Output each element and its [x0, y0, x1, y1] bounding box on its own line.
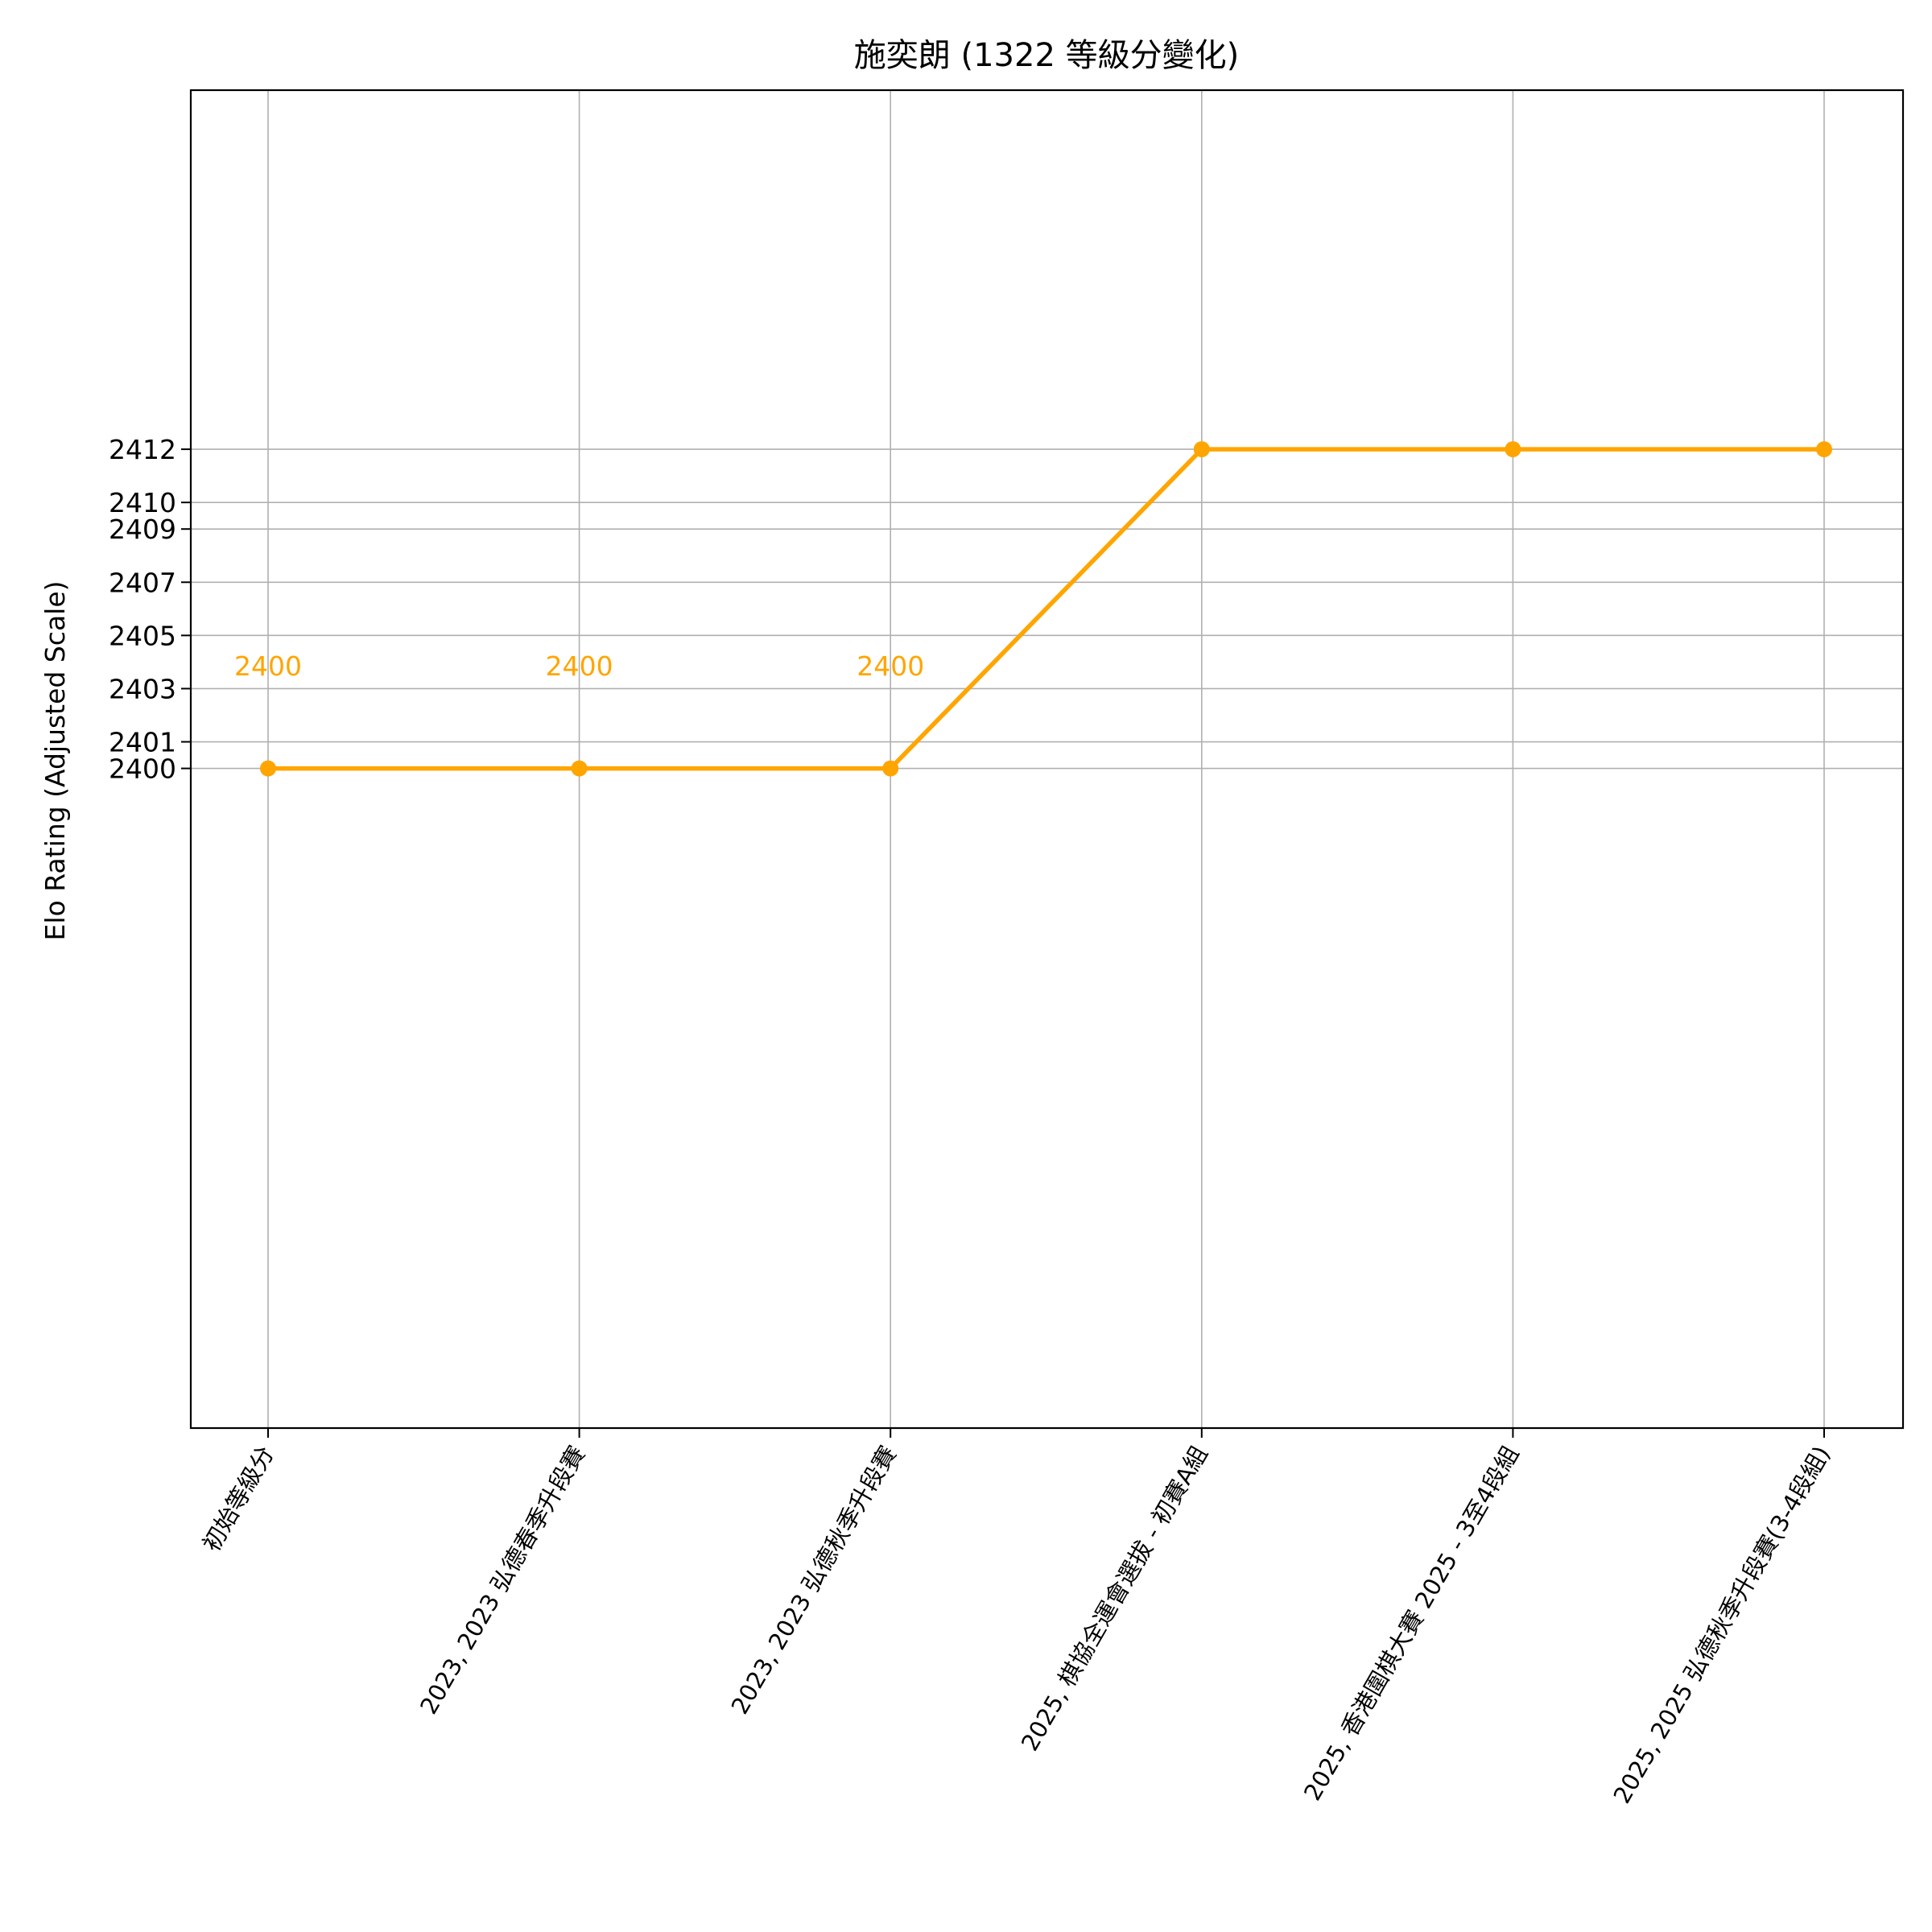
y-tick-label: 2400: [109, 753, 176, 785]
y-tick-label: 2403: [109, 673, 176, 704]
chart-title: 施奕朗 (1322 等級分變化): [854, 37, 1239, 74]
x-gridlines: [267, 90, 1825, 1428]
data-point: [1193, 441, 1210, 458]
data-point: [260, 760, 276, 777]
x-tick-label: 初始等級分: [197, 1442, 279, 1557]
data-label: 2400: [546, 650, 613, 682]
data-labels: 240024002400241224122412: [234, 650, 924, 682]
data-label: 2400: [857, 650, 924, 682]
plot-frame: [189, 89, 1905, 1430]
y-tick-label: 2412: [109, 434, 176, 465]
x-tick-label: 2023, 2023 弘德春季升段賽: [415, 1442, 591, 1719]
series-elo: [260, 441, 1832, 777]
y-axis-label: Elo Rating (Adjusted Scale): [39, 580, 71, 940]
data-label: 2400: [234, 650, 302, 682]
x-tick-label: 2025, 2025 弘德秋季升段賽(3-4段組): [1608, 1442, 1835, 1808]
y-tick-label: 2401: [109, 727, 176, 758]
x-tick-label: 2023, 2023 弘德秋季升段賽: [726, 1442, 902, 1719]
data-point: [1505, 441, 1521, 458]
data-point: [1816, 441, 1832, 458]
x-axis-ticks: 初始等級分 2023, 2023 弘德春季升段賽 2023, 2023 弘德秋季升段…: [197, 1428, 1835, 1808]
y-tick-label: 2405: [109, 620, 176, 651]
data-point: [571, 760, 588, 777]
y-tick-label: 2410: [109, 487, 176, 518]
y-tick-label: 2409: [109, 514, 176, 545]
series-line: [266, 447, 1827, 771]
data-point: [882, 760, 899, 777]
y-tick-label: 2407: [109, 567, 176, 598]
x-tick-label: 2025, 棋協全運會選拔 - 初賽A組: [1016, 1442, 1213, 1756]
x-tick-label: 2025, 香港圍棋大賽 2025 - 3至4段組: [1298, 1441, 1524, 1805]
